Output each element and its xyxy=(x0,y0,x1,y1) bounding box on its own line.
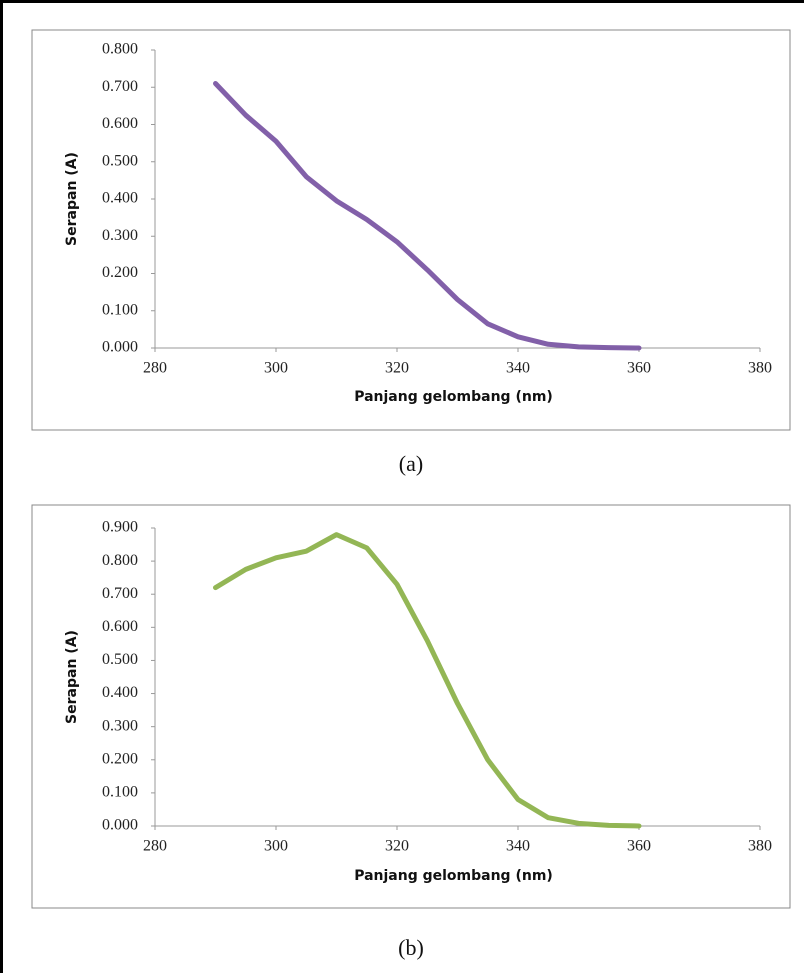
y-tick-label: 0.600 xyxy=(102,115,138,132)
y-tick-label: 0.400 xyxy=(102,684,138,701)
y-tick-label: 0.800 xyxy=(102,41,138,58)
y-tick-label: 0.000 xyxy=(102,339,138,356)
y-tick-label: 0.200 xyxy=(102,750,138,767)
x-tick-label: 280 xyxy=(143,838,167,855)
y-tick-label: 0.300 xyxy=(102,717,138,734)
y-tick-label: 0.400 xyxy=(102,190,138,207)
y-tick-label: 0.100 xyxy=(102,301,138,318)
x-tick-label: 320 xyxy=(385,838,409,855)
x-tick-label: 340 xyxy=(506,838,530,855)
caption: (a) xyxy=(399,451,423,476)
y-axis-title: Serapan (A) xyxy=(64,630,80,724)
y-tick-label: 0.900 xyxy=(102,519,138,536)
x-tick-label: 340 xyxy=(506,360,530,377)
x-tick-label: 300 xyxy=(264,360,288,377)
y-tick-label: 0.700 xyxy=(102,585,138,602)
y-tick-label: 0.800 xyxy=(102,552,138,569)
x-tick-label: 280 xyxy=(143,360,167,377)
x-tick-label: 360 xyxy=(627,838,651,855)
x-axis-title: Panjang gelombang (nm) xyxy=(354,868,553,884)
x-tick-label: 380 xyxy=(748,360,772,377)
y-axis-title: Serapan (A) xyxy=(64,152,80,246)
y-tick-label: 0.200 xyxy=(102,264,138,281)
y-tick-label: 0.000 xyxy=(102,817,138,834)
y-tick-label: 0.600 xyxy=(102,618,138,635)
caption: (b) xyxy=(398,935,424,960)
y-tick-label: 0.300 xyxy=(102,227,138,244)
x-tick-label: 320 xyxy=(385,360,409,377)
x-tick-label: 360 xyxy=(627,360,651,377)
x-tick-label: 300 xyxy=(264,838,288,855)
x-axis-title: Panjang gelombang (nm) xyxy=(354,389,553,405)
y-tick-label: 0.500 xyxy=(102,152,138,169)
x-tick-label: 380 xyxy=(748,838,772,855)
page: 0.000 0.100 0.200 0.300 0.400 0.500 0.600 0.700… xyxy=(0,0,804,973)
y-tick-label: 0.500 xyxy=(102,651,138,668)
y-tick-label: 0.700 xyxy=(102,78,138,95)
y-tick-label: 0.100 xyxy=(102,784,138,801)
